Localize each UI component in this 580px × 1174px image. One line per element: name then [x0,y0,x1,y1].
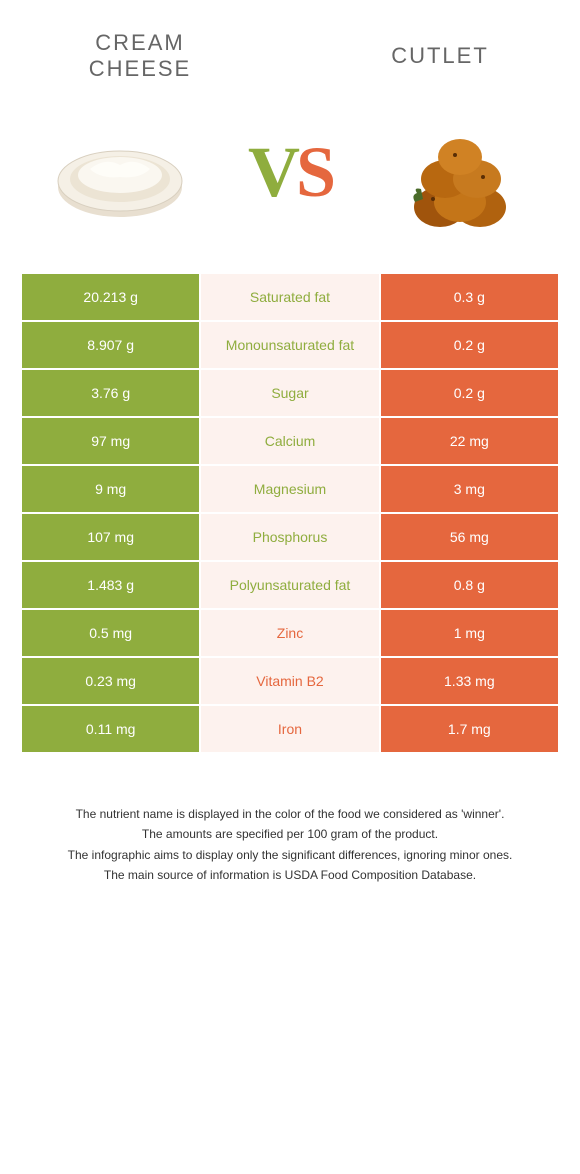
nutrient-label: Vitamin B2 [200,657,379,705]
table-row: 1.483 gPolyunsaturated fat0.8 g [21,561,559,609]
nutrient-label: Sugar [200,369,379,417]
food-left-image [40,102,200,242]
table-row: 0.5 mgZinc1 mg [21,609,559,657]
value-right: 1.7 mg [380,705,559,753]
images-row: VS [0,92,580,272]
nutrient-label: Polyunsaturated fat [200,561,379,609]
value-left: 107 mg [21,513,200,561]
food-right-image [380,102,540,242]
table-row: 0.11 mgIron1.7 mg [21,705,559,753]
nutrient-label: Saturated fat [200,273,379,321]
footer-line: The nutrient name is displayed in the co… [40,804,540,824]
value-left: 3.76 g [21,369,200,417]
value-right: 56 mg [380,513,559,561]
value-left: 8.907 g [21,321,200,369]
footer-line: The main source of information is USDA F… [40,865,540,885]
value-right: 22 mg [380,417,559,465]
value-left: 97 mg [21,417,200,465]
food-left-title: Cream Cheese [50,30,230,82]
value-right: 0.3 g [380,273,559,321]
table-row: 107 mgPhosphorus56 mg [21,513,559,561]
value-right: 3 mg [380,465,559,513]
value-left: 1.483 g [21,561,200,609]
value-left: 0.5 mg [21,609,200,657]
food-right-title: Cutlet [350,43,530,69]
value-left: 9 mg [21,465,200,513]
value-left: 0.23 mg [21,657,200,705]
nutrient-label: Zinc [200,609,379,657]
table-row: 3.76 gSugar0.2 g [21,369,559,417]
comparison-table: 20.213 gSaturated fat0.3 g8.907 gMonouns… [20,272,560,754]
value-left: 20.213 g [21,273,200,321]
table-row: 0.23 mgVitamin B21.33 mg [21,657,559,705]
table-row: 8.907 gMonounsaturated fat0.2 g [21,321,559,369]
nutrient-label: Magnesium [200,465,379,513]
value-right: 1.33 mg [380,657,559,705]
nutrient-label: Monounsaturated fat [200,321,379,369]
nutrient-label: Calcium [200,417,379,465]
vs-label: VS [248,131,332,214]
footer-line: The amounts are specified per 100 gram o… [40,824,540,844]
footer-line: The infographic aims to display only the… [40,845,540,865]
nutrient-label: Phosphorus [200,513,379,561]
value-right: 0.8 g [380,561,559,609]
value-left: 0.11 mg [21,705,200,753]
header-row: Cream Cheese Cutlet [0,0,580,92]
footer-notes: The nutrient name is displayed in the co… [0,754,580,886]
value-right: 0.2 g [380,321,559,369]
table-row: 9 mgMagnesium3 mg [21,465,559,513]
value-right: 1 mg [380,609,559,657]
table-row: 20.213 gSaturated fat0.3 g [21,273,559,321]
value-right: 0.2 g [380,369,559,417]
nutrient-label: Iron [200,705,379,753]
table-row: 97 mgCalcium22 mg [21,417,559,465]
